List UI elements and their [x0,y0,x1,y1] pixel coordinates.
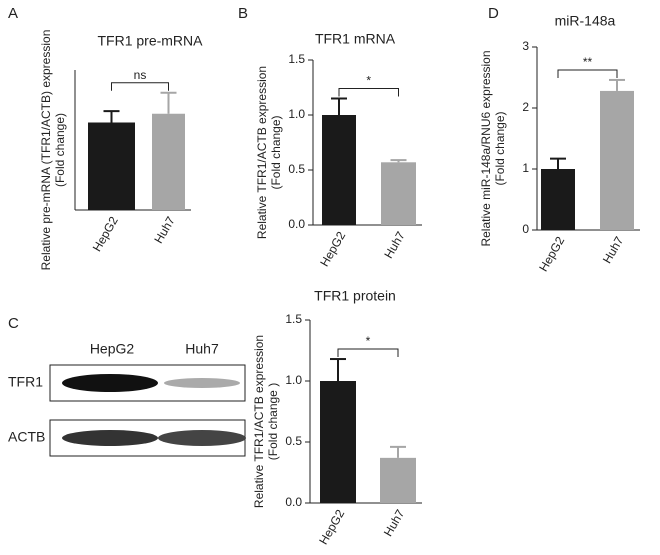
annotation: ** [583,55,593,69]
bar [380,457,416,503]
y-axis-label: Relative miR-148a/RNU6 expression [479,50,493,246]
x-tick-label: Huh7 [381,507,408,539]
y-tick-label: 0.5 [285,434,302,448]
y-axis-label: Relative pre-mRNA (TFR1/ACTB) expression [39,30,53,271]
significance-bracket [557,69,618,78]
bar [152,113,185,210]
significance-bracket [111,82,169,91]
bar [541,169,575,230]
y-axis-label: Relative TFR1/ACTB expression [255,66,269,239]
y-axis-label: (Fold change) [269,115,283,189]
y-tick-label: 1.0 [285,373,302,387]
y-axis-label: Relative TFR1/ACTB expression [252,335,266,508]
bar [381,162,416,225]
chart-title: miR-148a [555,13,616,29]
panel-label: D [488,5,499,22]
panel-label: B [238,5,248,22]
x-tick-label: Huh7 [381,229,408,261]
y-tick-label: 0 [522,222,529,236]
y-axis-label: (Fold change) [493,111,507,185]
row-label: ACTB [8,429,45,445]
bar [322,115,356,225]
lane-label: HepG2 [90,341,135,357]
annotation: * [366,74,371,88]
x-tick-label: HepG2 [316,507,347,547]
x-tick-label: Huh7 [600,234,627,266]
annotation: ns [134,68,147,82]
y-axis-label: (Fold change ) [266,383,280,460]
y-tick-label: 0.0 [288,217,305,231]
y-tick-label: 3 [522,39,529,53]
band [158,430,246,446]
chart-title: TFR1 pre-mRNA [97,33,203,49]
bar [88,122,135,210]
y-tick-label: 0.0 [285,495,302,509]
panel-label: A [8,5,18,22]
row-label: TFR1 [8,374,43,390]
x-tick-label: Huh7 [151,214,178,246]
y-axis-label: (Fold change) [53,113,67,187]
significance-bracket [337,348,399,358]
y-tick-label: 0.5 [288,162,305,176]
band [164,378,240,388]
x-tick-label: HepG2 [536,234,567,274]
annotation: * [366,334,371,348]
y-tick-label: 1.5 [285,312,302,326]
y-tick-label: 1.0 [288,107,305,121]
panel-label: C [8,315,19,332]
chart-title: TFR1 mRNA [315,31,396,47]
y-tick-label: 2 [522,100,529,114]
bar [600,90,634,230]
chart-title: TFR1 protein [314,288,396,304]
lane-label: Huh7 [185,341,219,357]
band [62,374,158,392]
x-tick-label: HepG2 [90,214,121,254]
band [62,430,158,446]
y-tick-label: 1.5 [288,52,305,66]
significance-bracket [338,88,399,97]
x-tick-label: HepG2 [317,229,348,269]
western-blot: HepG2 Huh7 TFR1 ACTB [8,341,246,457]
bar [320,381,356,503]
y-tick-label: 1 [522,161,529,175]
